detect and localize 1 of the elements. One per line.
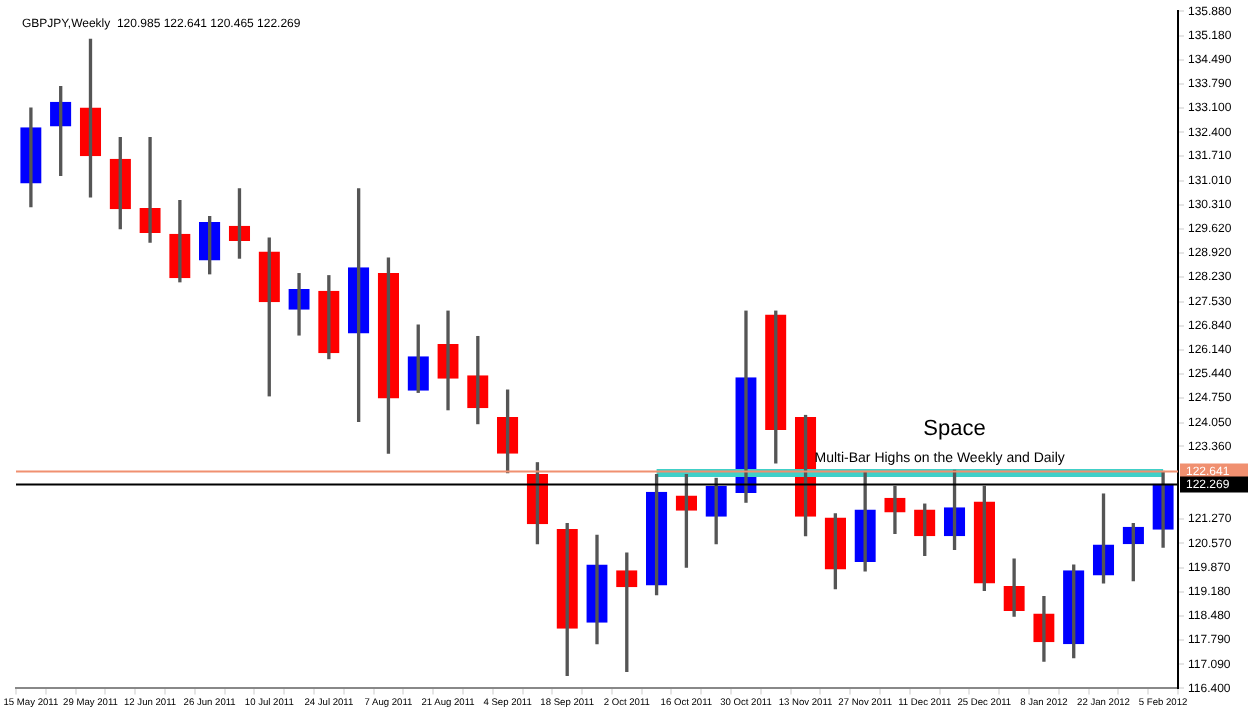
- annotation: Space: [923, 416, 986, 441]
